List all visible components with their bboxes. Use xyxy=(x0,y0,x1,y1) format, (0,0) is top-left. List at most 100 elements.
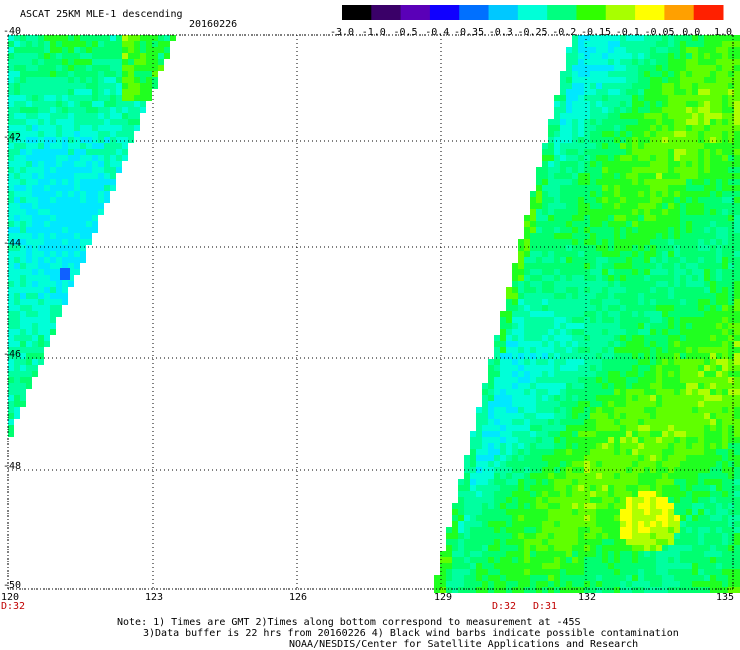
wind-cell xyxy=(572,305,578,311)
wind-cell xyxy=(608,413,614,419)
wind-cell xyxy=(662,437,668,443)
wind-cell xyxy=(716,269,722,275)
wind-cell xyxy=(596,335,602,341)
wind-cell xyxy=(596,437,602,443)
wind-cell xyxy=(32,317,38,323)
wind-cell xyxy=(692,281,698,287)
wind-cell xyxy=(608,89,614,95)
wind-cell xyxy=(716,425,722,431)
wind-cell xyxy=(728,209,734,215)
wind-cell xyxy=(734,341,740,347)
wind-cell xyxy=(524,257,530,263)
wind-cell xyxy=(710,389,716,395)
wind-cell xyxy=(668,293,674,299)
wind-cell xyxy=(656,329,662,335)
wind-cell xyxy=(704,239,710,245)
wind-cell xyxy=(536,323,542,329)
wind-cell xyxy=(122,65,128,71)
wind-cell xyxy=(572,353,578,359)
wind-cell xyxy=(512,269,518,275)
wind-cell xyxy=(50,215,56,221)
wind-cell xyxy=(692,275,698,281)
wind-cell xyxy=(56,227,62,233)
wind-cell xyxy=(692,353,698,359)
wind-cell xyxy=(722,95,728,101)
wind-cell xyxy=(26,35,32,41)
wind-cell xyxy=(74,137,80,143)
wind-cell xyxy=(692,317,698,323)
wind-cell xyxy=(656,473,662,479)
wind-cell xyxy=(614,539,620,545)
wind-cell xyxy=(20,371,26,377)
wind-cell xyxy=(620,269,626,275)
wind-cell xyxy=(530,497,536,503)
wind-cell xyxy=(710,365,716,371)
wind-cell xyxy=(554,551,560,557)
wind-cell xyxy=(602,497,608,503)
wind-cell xyxy=(56,245,62,251)
wind-cell xyxy=(674,437,680,443)
wind-cell xyxy=(704,65,710,71)
wind-cell xyxy=(626,197,632,203)
wind-cell xyxy=(698,95,704,101)
wind-cell xyxy=(566,473,572,479)
wind-cell xyxy=(680,71,686,77)
wind-cell xyxy=(524,389,530,395)
wind-cell xyxy=(446,587,452,593)
wind-cell xyxy=(542,533,548,539)
wind-cell xyxy=(572,425,578,431)
wind-cell xyxy=(44,95,50,101)
wind-cell xyxy=(620,533,626,539)
wind-cell xyxy=(476,545,482,551)
wind-cell xyxy=(548,209,554,215)
wind-cell xyxy=(14,113,20,119)
wind-cell xyxy=(644,101,650,107)
wind-cell xyxy=(734,533,740,539)
wind-cell xyxy=(62,167,68,173)
colorbar-tick-label: -0.3 xyxy=(489,27,513,38)
wind-cell xyxy=(80,119,86,125)
wind-cell xyxy=(530,377,536,383)
wind-cell xyxy=(26,65,32,71)
wind-cell xyxy=(584,95,590,101)
wind-cell xyxy=(632,407,638,413)
wind-cell xyxy=(680,383,686,389)
wind-cell xyxy=(716,35,722,41)
wind-cell xyxy=(620,107,626,113)
wind-cell xyxy=(662,131,668,137)
wind-cell xyxy=(548,587,554,593)
wind-cell xyxy=(710,167,716,173)
wind-cell xyxy=(566,437,572,443)
wind-cell xyxy=(686,299,692,305)
wind-cell xyxy=(494,425,500,431)
wind-cell xyxy=(602,539,608,545)
wind-cell xyxy=(554,215,560,221)
wind-cell xyxy=(674,41,680,47)
wind-cell xyxy=(512,347,518,353)
wind-cell xyxy=(74,197,80,203)
wind-cell xyxy=(566,275,572,281)
wind-cell xyxy=(590,329,596,335)
wind-cell xyxy=(590,77,596,83)
wind-cell xyxy=(140,101,146,107)
wind-cell xyxy=(638,563,644,569)
wind-cell xyxy=(704,485,710,491)
wind-cell xyxy=(650,287,656,293)
wind-cell xyxy=(632,269,638,275)
wind-cell xyxy=(602,209,608,215)
wind-cell xyxy=(620,77,626,83)
wind-cell xyxy=(524,557,530,563)
wind-cell xyxy=(602,533,608,539)
wind-cell xyxy=(734,443,740,449)
wind-cell xyxy=(686,581,692,587)
wind-cell xyxy=(692,89,698,95)
wind-cell xyxy=(674,587,680,593)
wind-cell xyxy=(602,551,608,557)
wind-cell xyxy=(710,575,716,581)
wind-cell xyxy=(524,299,530,305)
wind-cell xyxy=(500,503,506,509)
wind-cell xyxy=(38,185,44,191)
wind-cell xyxy=(50,245,56,251)
wind-cell xyxy=(110,53,116,59)
wind-cell xyxy=(692,497,698,503)
